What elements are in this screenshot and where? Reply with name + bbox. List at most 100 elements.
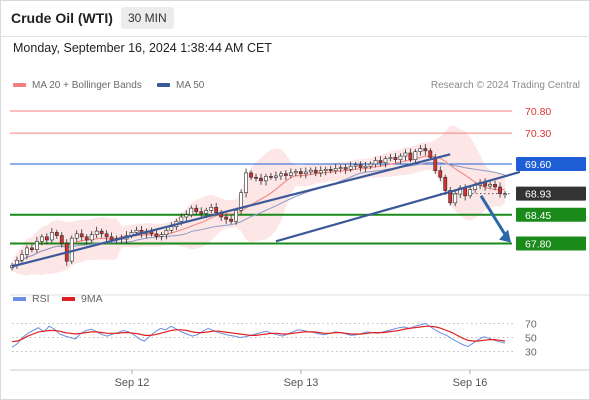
candle-body [438,170,443,178]
level-box-current [516,186,586,201]
candle-body [413,151,418,160]
ma9-legend-label: 9MA [81,293,103,305]
ma20-label: MA 20 + Bollinger Bands [32,80,142,91]
candle-body [74,233,79,239]
candle-body [254,176,258,179]
rsi-tick-label: 50 [525,333,537,345]
x-axis-label: Sep 13 [284,377,319,389]
candle-body [298,171,303,175]
candle-body [134,229,139,233]
candle-body [378,160,383,164]
candle-body [353,164,358,167]
timeframe-badge[interactable]: 30 MIN [121,7,174,29]
candle-body [468,189,473,197]
candle-body [398,155,403,160]
candle-body [214,206,219,213]
candle-body [199,211,204,214]
copyright-text: Research © 2024 Trading Central [430,80,580,91]
ma20-swatch [13,83,26,88]
candle-body [204,210,209,214]
candle-body [333,168,338,171]
candle-body [463,187,468,197]
level-label-support: 68.45 [525,210,551,222]
candle-body [313,169,318,174]
candle-body [30,247,34,250]
candle-body [383,158,388,164]
ma9-swatch [62,297,75,301]
candle-body [194,207,199,213]
legend-ma50: MA 50 [157,80,204,91]
candle-body [358,164,363,168]
candle-body [448,190,453,204]
candle-body [94,230,99,235]
candle-body [79,233,84,238]
candle-body [39,236,44,242]
candle-body [373,160,378,165]
candle-body [169,226,174,231]
rsi-line [11,322,506,348]
candle-body [393,157,398,160]
candle-body [249,172,253,178]
candle-body [154,233,159,237]
level-box-support [516,236,586,251]
timestamp: Monday, September 16, 2024 1:38:44 AM CE… [13,41,272,55]
candle-body [274,175,278,178]
candle-body [368,163,373,167]
legend-ma20: MA 20 + Bollinger Bands [13,80,142,91]
ma50-swatch [157,83,170,88]
ma50-line [11,162,506,267]
level-box-pivot [516,157,586,172]
x-axis-label: Sep 12 [115,377,150,389]
x-axis-label: Sep 16 [453,377,488,389]
forecast-arrow-shaft [479,195,509,239]
candle-body [488,184,492,187]
candle-body [49,232,54,241]
rsi-legend-label: RSI [32,293,50,305]
candle-body [503,193,507,195]
candle-body [279,173,283,177]
forecast-arrow-head [499,229,511,243]
candle-body [179,216,184,222]
ma50-label: MA 50 [176,80,205,91]
candle-body [159,234,164,237]
trendline-2 [275,170,521,243]
rsi-swatch [13,297,26,301]
candle-body [338,167,343,169]
candle-body [164,229,169,235]
rsi-tick-label: 30 [525,347,537,359]
level-label-support: 67.80 [525,239,551,251]
candle-body [239,192,243,211]
level-label-current: 68.93 [525,189,551,201]
candle-body [343,167,348,170]
instrument-title: Crude Oil (WTI) [11,10,113,26]
candle-body [288,172,293,176]
candle-body [428,150,433,158]
candle-body [259,177,263,182]
candle-body [99,230,104,235]
level-label-pivot: 69.60 [525,159,551,171]
candle-body [418,148,423,152]
candle-body [209,206,214,211]
rsi-ma-line [11,325,506,343]
trendline-1 [11,153,451,268]
candle-body [423,148,428,152]
candle-body [234,210,238,222]
candle-body [308,169,313,173]
candle-body [303,171,308,175]
candle-body [388,157,393,160]
candle-body [224,216,229,220]
candle-body [403,152,408,157]
candle-body [318,170,323,174]
candle-body [264,176,268,182]
candle-body [229,218,234,222]
candle-body [244,172,248,194]
candle-body [328,169,333,171]
candle-body [34,240,39,250]
candle-body [443,176,448,191]
candle-body [109,236,114,241]
candle-body [54,232,59,236]
candle-body [498,186,502,194]
candle-body [20,254,24,261]
candle-body [25,247,29,255]
candle-body [323,169,328,171]
